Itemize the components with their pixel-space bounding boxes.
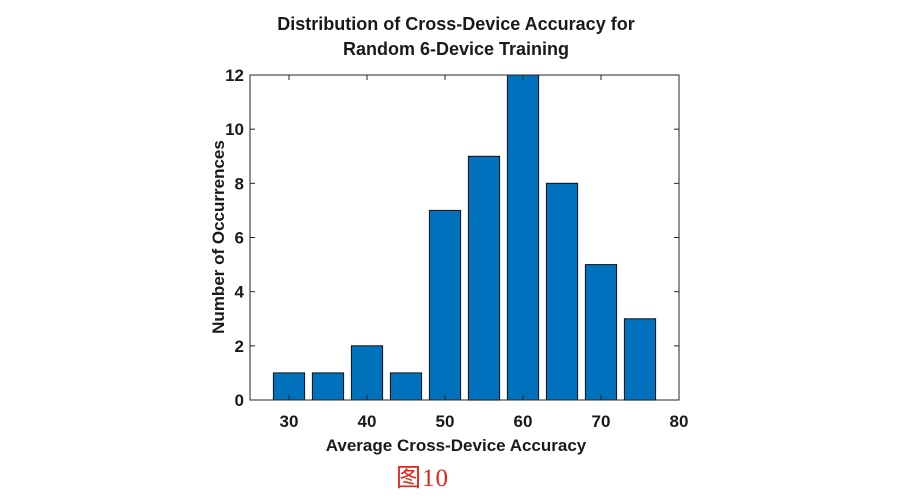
y-tick-label-2: 2 <box>235 337 244 356</box>
x-tick-label-70: 70 <box>592 412 611 431</box>
y-tick-label-4: 4 <box>235 283 245 302</box>
x-tick-label-80: 80 <box>670 412 689 431</box>
y-axis-label: Number of Occurrences <box>209 140 228 334</box>
bar-65 <box>545 182 579 401</box>
bar-40 <box>350 345 384 401</box>
bar-75 <box>623 318 657 401</box>
y-tick-label-10: 10 <box>225 120 244 139</box>
x-tick-label-50: 50 <box>436 412 455 431</box>
y-tick-label-0: 0 <box>235 391 244 410</box>
bar-50 <box>428 209 462 401</box>
bar-60 <box>506 74 540 401</box>
bar-70 <box>584 264 618 401</box>
y-tick-label-12: 12 <box>225 66 244 85</box>
y-tick-label-8: 8 <box>235 174 244 193</box>
plot-area-frame <box>249 74 680 401</box>
bar-35 <box>311 372 345 401</box>
chart-title-line-1: Distribution of Cross-Device Accuracy fo… <box>277 14 634 34</box>
bar-55 <box>467 155 501 401</box>
bars-group <box>272 74 657 401</box>
x-axis-label: Average Cross-Device Accuracy <box>326 436 587 455</box>
x-tick-label-30: 30 <box>280 412 299 431</box>
x-tick-label-60: 60 <box>514 412 533 431</box>
chart-title-line-2: Random 6-Device Training <box>343 39 569 59</box>
figure-caption: 图10 <box>395 465 449 492</box>
bar-45 <box>389 372 423 401</box>
y-tick-label-6: 6 <box>235 229 244 248</box>
x-tick-label-40: 40 <box>358 412 377 431</box>
